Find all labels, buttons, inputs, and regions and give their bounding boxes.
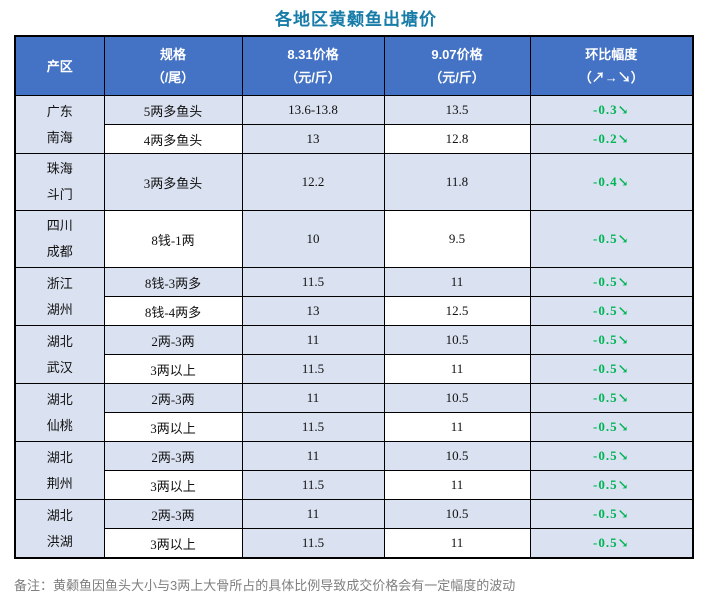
header-region: 产区 <box>14 35 105 96</box>
price-0907-cell: 11 <box>383 267 531 297</box>
price-0831-cell: 13 <box>241 296 385 326</box>
price-0831-cell: 11.5 <box>241 412 385 442</box>
change-cell: -0.4↘ <box>529 153 694 211</box>
table-row: 3两以上 11.5 11 -0.5↘ <box>15 470 694 500</box>
change-cell: -0.5↘ <box>529 441 694 471</box>
price-0831-cell: 11.5 <box>241 470 385 500</box>
price-0907-cell: 9.5 <box>383 210 531 268</box>
region-cell: 四川 成都 <box>14 210 105 268</box>
change-cell: -0.5↘ <box>529 210 694 268</box>
change-cell: -0.5↘ <box>529 383 694 413</box>
spec-cell: 5两多鱼头 <box>103 95 243 125</box>
change-cell: -0.5↘ <box>529 470 694 500</box>
table-row: 3两以上 11.5 11 -0.5↘ <box>15 354 694 384</box>
price-0831-cell: 11 <box>241 499 385 529</box>
price-0831-cell: 11.5 <box>241 528 385 559</box>
change-cell: -0.5↘ <box>529 528 694 559</box>
header-price-0907: 9.07价格 （元/斤） <box>383 35 531 96</box>
table-row: 3两以上 11.5 11 -0.5↘ <box>15 412 694 442</box>
spec-cell: 8钱-1两 <box>103 210 243 268</box>
price-0907-cell: 11 <box>383 470 531 500</box>
price-0831-cell: 13.6-13.8 <box>241 95 385 125</box>
region-cell: 湖北 武汉 <box>14 325 105 384</box>
price-0907-cell: 11 <box>383 354 531 384</box>
table-row: 8钱-4两多 13 12.5 -0.5↘ <box>15 296 694 326</box>
price-0907-cell: 13.5 <box>383 95 531 125</box>
price-0907-cell: 10.5 <box>383 499 531 529</box>
price-0831-cell: 10 <box>241 210 385 268</box>
spec-cell: 3两以上 <box>103 412 243 442</box>
spec-cell: 3两以上 <box>103 470 243 500</box>
spec-cell: 8钱-4两多 <box>103 296 243 326</box>
table-header: 产区 规格 （/尾） 8.31价格 （元/斤） 9.07价格 （元/斤） 环比幅… <box>14 35 694 96</box>
price-0831-cell: 11.5 <box>241 354 385 384</box>
price-0907-cell: 10.5 <box>383 383 531 413</box>
change-cell: -0.2↘ <box>529 124 694 154</box>
price-0907-cell: 10.5 <box>383 441 531 471</box>
region-cell: 湖北 洪湖 <box>14 499 105 559</box>
table-row: 浙江 湖州 8钱-3两多 11.5 11 -0.5↘ <box>14 267 694 326</box>
change-cell: -0.5↘ <box>529 267 694 297</box>
table-row: 3两以上 11.5 11 -0.5↘ <box>15 528 694 559</box>
spec-cell: 2两-3两 <box>103 441 243 471</box>
price-0907-cell: 11 <box>383 412 531 442</box>
price-0907-cell: 12.8 <box>383 124 531 154</box>
region-cell: 湖北 荆州 <box>14 441 105 500</box>
spec-cell: 3两以上 <box>103 528 243 559</box>
spec-cell: 8钱-3两多 <box>103 267 243 297</box>
table-row: 4两多鱼头 13 12.8 -0.2↘ <box>15 124 694 154</box>
change-cell: -0.5↘ <box>529 499 694 529</box>
table-row: 广东 南海 5两多鱼头 13.6-13.8 13.5 -0.3↘ <box>14 95 694 154</box>
change-cell: -0.5↘ <box>529 412 694 442</box>
price-table: 产区 规格 （/尾） 8.31价格 （元/斤） 9.07价格 （元/斤） 环比幅… <box>14 35 694 559</box>
price-0831-cell: 12.2 <box>241 153 385 211</box>
table-row: 湖北 武汉 2两-3两 11 10.5 -0.5↘ <box>14 325 694 384</box>
price-0907-cell: 10.5 <box>383 325 531 355</box>
price-0907-cell: 11.8 <box>383 153 531 211</box>
table-row: 四川 成都 8钱-1两 10 9.5 -0.5↘ <box>14 210 694 268</box>
footnote: 备注：黄颡鱼因鱼头大小与3两上大骨所占的具体比例导致成交价格会有一定幅度的波动 <box>14 578 516 593</box>
change-cell: -0.3↘ <box>529 95 694 125</box>
region-cell: 广东 南海 <box>14 95 105 154</box>
price-0831-cell: 11.5 <box>241 267 385 297</box>
spec-cell: 2两-3两 <box>103 325 243 355</box>
region-cell: 珠海 斗门 <box>14 153 105 211</box>
price-0907-cell: 12.5 <box>383 296 531 326</box>
table-body: 广东 南海 5两多鱼头 13.6-13.8 13.5 -0.3↘ 4两多鱼头 1… <box>14 95 694 559</box>
spec-cell: 2两-3两 <box>103 383 243 413</box>
price-0831-cell: 13 <box>241 124 385 154</box>
table-row: 珠海 斗门 3两多鱼头 12.2 11.8 -0.4↘ <box>14 153 694 211</box>
header-price-0831: 8.31价格 （元/斤） <box>241 35 385 96</box>
change-cell: -0.5↘ <box>529 325 694 355</box>
region-cell: 浙江 湖州 <box>14 267 105 326</box>
region-cell: 湖北 仙桃 <box>14 383 105 442</box>
table-row: 湖北 仙桃 2两-3两 11 10.5 -0.5↘ <box>14 383 694 442</box>
table-row: 湖北 洪湖 2两-3两 11 10.5 -0.5↘ <box>14 499 694 559</box>
change-cell: -0.5↘ <box>529 354 694 384</box>
table-row: 湖北 荆州 2两-3两 11 10.5 -0.5↘ <box>14 441 694 500</box>
header-change: 环比幅度 （↗→↘） <box>529 35 694 96</box>
price-0831-cell: 11 <box>241 441 385 471</box>
spec-cell: 3两以上 <box>103 354 243 384</box>
spec-cell: 2两-3两 <box>103 499 243 529</box>
change-cell: -0.5↘ <box>529 296 694 326</box>
page-title: 各地区黄颡鱼出塘价 <box>275 10 437 29</box>
price-0907-cell: 11 <box>383 528 531 559</box>
spec-cell: 4两多鱼头 <box>103 124 243 154</box>
spec-cell: 3两多鱼头 <box>103 153 243 211</box>
price-0831-cell: 11 <box>241 325 385 355</box>
header-spec: 规格 （/尾） <box>103 35 243 96</box>
price-0831-cell: 11 <box>241 383 385 413</box>
